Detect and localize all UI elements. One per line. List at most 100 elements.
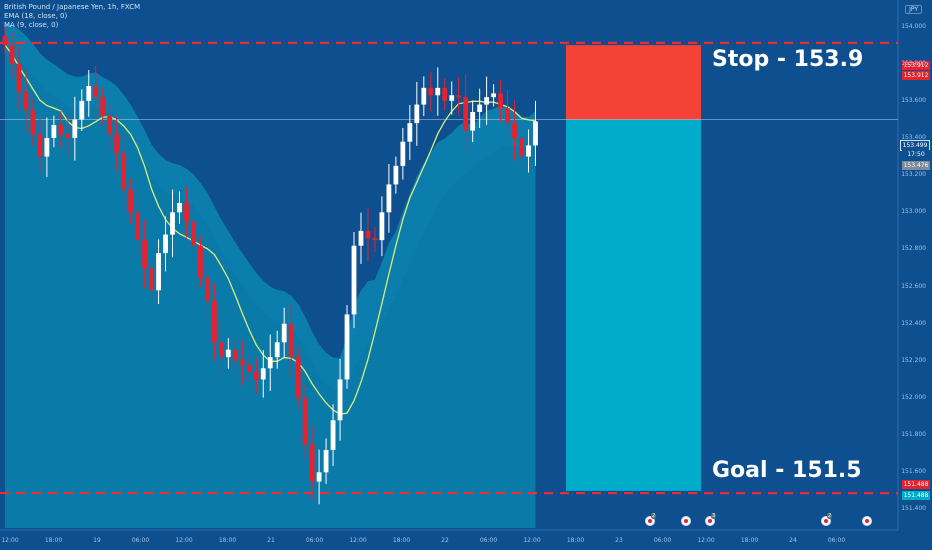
symbol-title: British Pound / Japanese Yen, 1h, FXCM [4,3,141,11]
candle-body-73 [512,123,517,138]
event-count-badge: 2 [651,513,657,519]
candle-body-52 [365,230,371,239]
x-tick-1: 18:00 [44,537,63,544]
candle-body-66 [463,97,469,131]
candle-body-24 [170,212,175,235]
y-tick-13: 151.400 [901,505,926,513]
candle-body-20 [142,240,147,268]
candle-body-58 [407,123,413,142]
candle-body-49 [344,314,350,380]
x-tick-14: 23 [615,537,623,544]
x-tick-9: 18:00 [392,537,411,544]
candle-body-63 [442,87,448,101]
candle-countdown: 17:50 [902,150,930,159]
stop-price-tag: 153.912 [902,61,930,70]
calendar-flag-icon[interactable] [862,516,872,526]
candle-body-3 [23,91,29,111]
candle-body-43 [302,398,308,445]
candle-body-60 [421,87,427,105]
y-tick-1: 153.800 [901,59,926,67]
candle-body-17 [121,152,127,190]
candle-body-68 [477,104,483,112]
candle-body-42 [295,357,301,398]
goal-price-tag-secondary: 151.488 [902,491,930,500]
candle-body-72 [505,108,510,124]
candle-body-7 [51,125,57,138]
stop-annotation: Stop - 153.9 [712,47,864,72]
candle-body-10 [72,119,78,138]
event-count-badge: 2 [827,513,833,519]
candle-body-4 [30,110,36,135]
candle-body-28 [198,245,203,278]
candle-body-48 [337,379,343,421]
candle-body-69 [484,97,490,105]
candle-body-59 [414,104,420,124]
event-dot [824,519,828,523]
y-tick-6: 152.800 [901,245,926,253]
candle-body-51 [358,230,364,246]
y-tick-0: 154.000 [901,22,926,30]
currency-badge: JPY [905,5,922,14]
x-tick-12: 12:00 [523,537,541,544]
x-tick-16: 12:00 [697,537,715,544]
candle-body-56 [393,165,399,185]
y-tick-4: 153.200 [901,171,926,179]
calendar-flag-icon[interactable]: 3 [705,513,717,526]
candle-body-50 [351,245,357,315]
x-tick-8: 12:00 [349,537,367,544]
candle-body-21 [149,268,154,291]
ma-indicator-label[interactable]: MA (9, close, 0) [4,21,59,29]
candle-body-47 [330,420,336,450]
ema-band-inner [5,54,536,529]
calendar-flag-icon[interactable] [681,516,691,526]
candle-body-67 [470,112,476,131]
event-dot [684,519,688,523]
candle-body-61 [428,87,434,96]
calendar-flag-icon[interactable]: 2 [645,513,657,526]
candle-body-26 [184,203,189,222]
candle-body-23 [163,234,168,254]
candle-body-37 [260,368,266,380]
y-tick-3: 153.400 [901,134,926,141]
x-tick-6: 21 [267,537,275,544]
candle-body-46 [323,450,329,473]
candle-body-27 [191,221,196,246]
x-tick-10: 22 [441,537,449,544]
x-tick-5: 18:00 [218,537,237,544]
x-tick-17: 18:00 [740,537,759,544]
x-tick-4: 12:00 [175,537,193,544]
candle-body-53 [372,238,378,241]
ema-indicator-label[interactable]: EMA (18, close, 0) [4,12,68,20]
candle-body-38 [267,357,273,369]
candle-body-75 [526,145,531,157]
stop-zone [566,45,701,120]
y-tick-11: 151.800 [901,431,926,439]
candle-body-0 [2,35,8,46]
goal-price-tag: 151.488 [902,480,930,489]
candle-body-9 [65,134,71,138]
candle-body-15 [107,115,113,135]
x-tick-18: 24 [789,537,797,544]
candle-body-74 [519,138,524,157]
candle-body-1 [9,45,15,64]
candle-body-31 [218,342,224,358]
x-tick-13: 18:00 [566,537,585,544]
candle-body-70 [491,93,496,98]
ma-price-tag: 153.476 [902,161,930,170]
stop-price-tag-secondary: 153.912 [902,71,930,80]
y-tick-9: 152.200 [901,356,926,364]
x-tick-19: 06:00 [827,537,846,544]
candle-body-32 [225,349,231,358]
candle-body-25 [177,203,182,213]
candle-body-11 [79,100,85,120]
y-tick-2: 153.600 [901,96,926,104]
candle-body-71 [498,93,503,109]
candle-body-45 [316,472,322,482]
candle-body-39 [274,342,280,358]
candle-body-62 [435,87,441,96]
event-dot [708,519,712,523]
candle-body-36 [253,372,259,380]
calendar-flag-icon[interactable]: 2 [821,513,833,526]
candle-body-13 [93,86,99,98]
